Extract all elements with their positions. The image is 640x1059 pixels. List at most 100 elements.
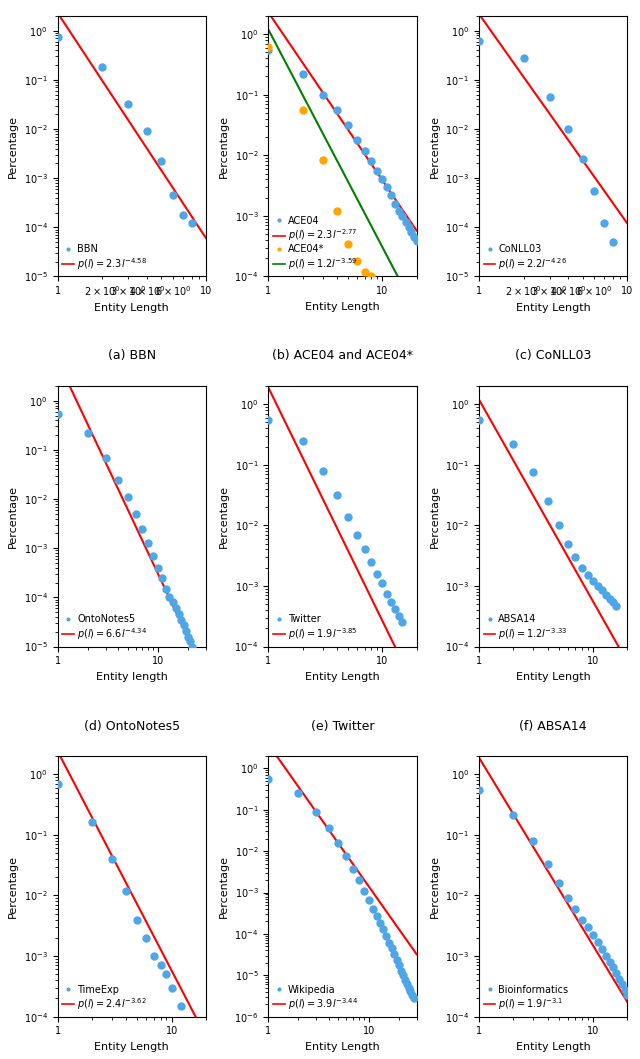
Point xyxy=(611,965,621,982)
Point xyxy=(563,890,573,907)
Point xyxy=(599,215,609,232)
Point xyxy=(317,151,328,168)
Point xyxy=(390,195,401,212)
Text: (a) BBN: (a) BBN xyxy=(108,349,156,362)
Point xyxy=(188,639,198,656)
Point xyxy=(317,86,328,103)
Point xyxy=(263,41,273,58)
Point xyxy=(611,597,621,614)
Point xyxy=(588,573,598,590)
Point xyxy=(401,213,411,230)
X-axis label: Entity Length: Entity Length xyxy=(516,671,591,682)
Point xyxy=(406,223,417,240)
Point xyxy=(360,541,370,558)
Point xyxy=(518,50,529,67)
Point xyxy=(123,488,133,505)
Point xyxy=(390,600,401,617)
Y-axis label: Percentage: Percentage xyxy=(8,114,18,178)
Point xyxy=(394,202,404,219)
Point xyxy=(141,930,152,947)
Point xyxy=(52,776,63,793)
Legend: BBN, $p(l) = 2.3l^{-4.58}$: BBN, $p(l) = 2.3l^{-4.58}$ xyxy=(61,243,149,273)
Point xyxy=(298,102,308,119)
Point xyxy=(317,462,328,479)
Point xyxy=(387,939,397,956)
Point xyxy=(156,957,166,974)
Point xyxy=(153,559,163,576)
Point xyxy=(381,928,392,945)
Point xyxy=(352,252,362,269)
Point xyxy=(593,577,603,594)
Point xyxy=(354,872,364,889)
Point xyxy=(332,102,342,119)
Point xyxy=(377,170,387,187)
Point xyxy=(403,219,413,236)
Point xyxy=(582,567,593,584)
Point xyxy=(392,951,402,968)
Point xyxy=(263,412,273,429)
Point xyxy=(175,998,186,1015)
Point xyxy=(311,804,321,821)
Point xyxy=(412,233,422,250)
Y-axis label: Percentage: Percentage xyxy=(219,114,228,178)
X-axis label: Entity Length: Entity Length xyxy=(305,302,380,311)
Point xyxy=(614,970,624,987)
Point xyxy=(384,935,394,952)
Point xyxy=(131,505,141,522)
Point xyxy=(263,38,273,55)
Point xyxy=(138,520,148,537)
Point xyxy=(333,834,344,851)
Legend: OntoNotes5, $p(l) = 6.6l^{-4.34}$: OntoNotes5, $p(l) = 6.6l^{-4.34}$ xyxy=(61,612,149,644)
Point xyxy=(604,953,614,970)
Point xyxy=(52,29,63,46)
Point xyxy=(554,875,564,892)
Point xyxy=(554,517,564,534)
Point xyxy=(332,486,342,503)
Point xyxy=(403,980,413,997)
Point xyxy=(366,554,376,571)
Point xyxy=(474,782,484,798)
X-axis label: Entity Length: Entity Length xyxy=(516,1042,591,1052)
Point xyxy=(185,632,195,649)
Point xyxy=(193,651,203,668)
Point xyxy=(121,882,131,899)
Text: (f) ABSA14: (f) ABSA14 xyxy=(519,719,587,733)
Point xyxy=(542,492,552,509)
Legend: Wikipedia, $p(l) = 3.9l^{-3.44}$: Wikipedia, $p(l) = 3.9l^{-3.44}$ xyxy=(271,983,360,1013)
Point xyxy=(528,832,538,849)
Point xyxy=(100,449,111,466)
Point xyxy=(601,948,611,965)
Point xyxy=(168,186,178,203)
Legend: Bioinformatics, $p(l) = 1.9l^{-3.1}$: Bioinformatics, $p(l) = 1.9l^{-3.1}$ xyxy=(482,983,570,1013)
Point xyxy=(382,179,392,196)
Point xyxy=(107,850,117,867)
Point xyxy=(168,594,178,611)
Point xyxy=(474,412,484,429)
Point xyxy=(360,264,370,281)
Y-axis label: Percentage: Percentage xyxy=(219,485,228,548)
Point xyxy=(298,432,308,449)
Text: (b) ACE04 and ACE04*: (b) ACE04 and ACE04* xyxy=(272,349,413,362)
Point xyxy=(332,202,342,219)
Y-axis label: Percentage: Percentage xyxy=(8,855,18,918)
Point xyxy=(298,66,308,83)
Point xyxy=(378,920,388,937)
X-axis label: Entity length: Entity length xyxy=(96,671,168,682)
Point xyxy=(179,617,189,634)
Point xyxy=(508,807,518,824)
Point xyxy=(400,971,410,988)
Point xyxy=(593,934,603,951)
Point xyxy=(166,980,177,997)
Point xyxy=(149,948,159,965)
Point xyxy=(596,581,607,598)
Point xyxy=(372,163,382,180)
Point xyxy=(409,229,419,246)
Point xyxy=(83,425,93,442)
Point xyxy=(187,1015,197,1031)
Point xyxy=(405,983,415,1000)
Text: (e) Twitter: (e) Twitter xyxy=(310,719,374,733)
Point xyxy=(397,208,408,225)
Point xyxy=(601,586,611,603)
Point xyxy=(577,559,587,576)
Point xyxy=(359,882,369,899)
